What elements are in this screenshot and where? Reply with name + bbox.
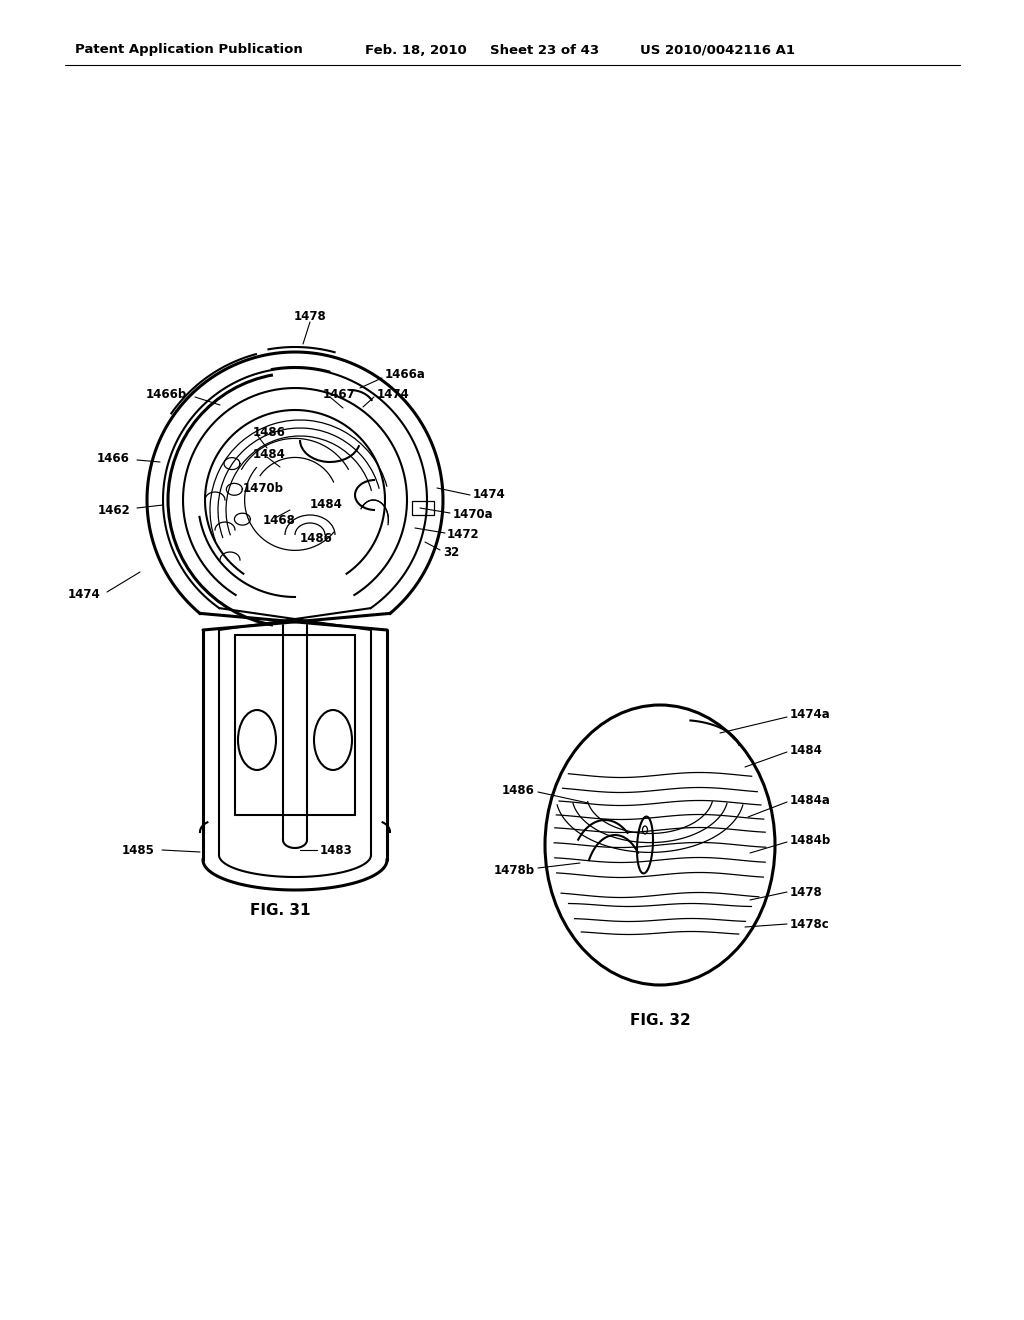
Text: 1484a: 1484a [790,793,830,807]
Text: 1462: 1462 [97,503,130,516]
Text: 1466a: 1466a [385,368,426,381]
Text: 32: 32 [443,545,459,558]
Text: Sheet 23 of 43: Sheet 23 of 43 [490,44,599,57]
Text: 1478: 1478 [294,310,327,323]
Text: 1486: 1486 [253,425,286,438]
Text: 1470a: 1470a [453,508,494,521]
Text: 1484: 1484 [253,449,286,462]
Text: 1483: 1483 [319,843,352,857]
Text: 1484: 1484 [310,499,343,511]
Text: 1466: 1466 [97,451,130,465]
Text: FIG. 31: FIG. 31 [250,903,310,917]
Text: 1474: 1474 [377,388,410,401]
Text: FIG. 32: FIG. 32 [630,1012,690,1028]
Text: 1486: 1486 [300,532,333,544]
Text: US 2010/0042116 A1: US 2010/0042116 A1 [640,44,795,57]
Text: 1470b: 1470b [243,482,284,495]
Text: 1478: 1478 [790,887,822,899]
Text: 1467: 1467 [323,388,355,401]
Text: 1484b: 1484b [790,833,831,846]
Text: 1484: 1484 [790,743,823,756]
Text: 1485: 1485 [122,843,155,857]
Text: Patent Application Publication: Patent Application Publication [75,44,303,57]
Text: 1474a: 1474a [790,709,830,722]
Text: 1474: 1474 [68,589,100,602]
Text: Feb. 18, 2010: Feb. 18, 2010 [365,44,467,57]
Text: 1478b: 1478b [494,863,535,876]
Text: 1466b: 1466b [145,388,187,401]
Text: 1474: 1474 [473,488,506,502]
Text: 1486: 1486 [502,784,535,796]
Bar [412,502,434,515]
Text: 1478c: 1478c [790,919,829,932]
Text: 1472: 1472 [447,528,479,541]
Text: 1468: 1468 [263,513,296,527]
